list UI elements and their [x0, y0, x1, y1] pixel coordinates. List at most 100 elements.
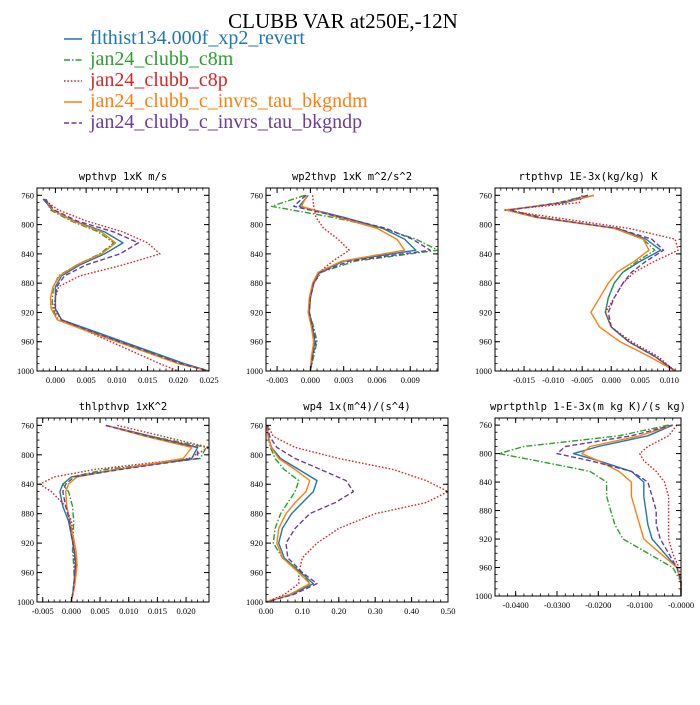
y-tick-label: 800 [479, 449, 492, 459]
series-line [581, 424, 682, 596]
x-tick-label: 0.000 [602, 375, 621, 385]
y-tick-label: 880 [479, 278, 492, 288]
plot-frame [265, 417, 449, 603]
x-tick-label: 0.020 [169, 375, 188, 385]
series-line [43, 198, 210, 372]
y-tick-label: 960 [21, 337, 34, 347]
x-tick-label: -0.003 [266, 375, 288, 385]
x-tick-label: 0.000 [46, 375, 65, 385]
x-tick-label: -0.0400 [503, 600, 529, 610]
figure-title: CLUBB VAR at250E,-12N [228, 9, 458, 33]
x-tick-label: 0.025 [199, 375, 218, 385]
panel-title: rtpthvp 1E-3x(kg/kg) K [518, 171, 658, 183]
panel-title: wprtpthlp 1-E-3x(m kg K)/(s kg) [490, 401, 686, 413]
y-tick-label: 960 [250, 568, 263, 578]
x-tick-label: -0.005 [571, 375, 593, 385]
panel-6: wprtpthlp 1-E-3x(m kg K)/(s kg) 760 800 840… [475, 401, 694, 610]
x-tick-label: 0.10 [295, 606, 310, 616]
y-tick-label: 960 [250, 337, 263, 347]
legend-label: jan24_clubb_c_invrs_tau_bkgndm [89, 90, 368, 112]
y-tick-label: 840 [250, 249, 263, 259]
y-tick-label: 880 [250, 509, 263, 519]
panel-title: wp2thvp 1xK m^2/s^2 [292, 171, 412, 183]
x-tick-label: 0.005 [77, 375, 96, 385]
plot-frame [265, 187, 439, 372]
panel-title: wp4 1x(m^4)/(s^4) [303, 401, 410, 413]
y-tick-label: 1000 [246, 597, 263, 607]
y-tick-label: 800 [21, 450, 34, 460]
x-tick-label: 0.000 [301, 375, 320, 385]
x-tick-label: -0.010 [542, 375, 564, 385]
panel-title: thlpthvp 1xK^2 [79, 401, 168, 413]
y-tick-label: 800 [250, 220, 263, 230]
x-tick-label: 0.006 [367, 375, 386, 385]
y-tick-label: 840 [479, 249, 492, 259]
series-line [503, 195, 679, 372]
x-tick-label: 0.20 [331, 606, 346, 616]
series-line [265, 425, 449, 603]
legend-label: jan24_clubb_c_invrs_tau_bkgndp [89, 111, 362, 133]
x-tick-label: 0.000 [62, 606, 81, 616]
series-line [43, 198, 210, 372]
series-line [300, 194, 406, 372]
x-tick-label: -0.0100 [627, 600, 653, 610]
x-tick-label: 0.50 [441, 606, 456, 616]
y-tick-label: 1000 [246, 366, 263, 376]
y-tick-label: 960 [479, 337, 492, 347]
y-tick-label: 760 [479, 190, 492, 200]
x-tick-label: 0.30 [368, 606, 383, 616]
panel-4: thlpthvp 1xK^2 760 800 840 880 920 960 1000-0.0… [17, 401, 210, 616]
series-line [265, 425, 311, 603]
series-line [498, 424, 682, 596]
series-line [265, 425, 318, 603]
y-tick-label: 760 [21, 190, 34, 200]
y-tick-label: 760 [479, 420, 492, 430]
panel-1: wpthvp 1xK m/s 760 800 840 880 920 960 1000 0.00… [17, 171, 219, 385]
y-tick-label: 1000 [475, 591, 492, 601]
legend-label: flthist134.000f_xp2_revert [90, 27, 305, 49]
y-tick-label: 920 [21, 307, 34, 317]
y-tick-label: 840 [479, 477, 492, 487]
y-tick-label: 960 [479, 563, 492, 573]
series-line [508, 194, 676, 372]
x-tick-label: 0.015 [148, 606, 167, 616]
series-line [293, 194, 431, 372]
y-tick-label: 800 [250, 450, 263, 460]
series-line [42, 198, 210, 372]
y-tick-label: 920 [21, 538, 34, 548]
y-tick-label: 880 [479, 506, 492, 516]
y-tick-label: 880 [21, 509, 34, 519]
series-line [505, 194, 676, 372]
y-tick-label: 920 [479, 307, 492, 317]
y-tick-label: 840 [21, 479, 34, 489]
panel-3: rtpthvp 1E-3x(kg/kg) K 760 800 840 880 920 960… [475, 171, 682, 385]
y-tick-label: 840 [250, 479, 263, 489]
x-tick-label: -0.0000 [668, 600, 694, 610]
x-tick-label: -0.015 [513, 375, 535, 385]
x-tick-label: -0.0300 [544, 600, 570, 610]
y-tick-label: 920 [479, 534, 492, 544]
y-tick-label: 800 [21, 220, 34, 230]
series-line [265, 425, 311, 603]
y-tick-label: 1000 [475, 366, 492, 376]
y-tick-label: 760 [21, 420, 34, 430]
legend: flthist134.000f_xp2_revertjan24_clubb_c8… [64, 27, 368, 133]
series-line [45, 198, 210, 372]
series-line [556, 424, 682, 596]
legend-label: jan24_clubb_c8p [89, 69, 228, 91]
series-line [62, 424, 199, 603]
y-tick-label: 800 [479, 220, 492, 230]
series-line [572, 424, 682, 596]
y-tick-label: 760 [250, 190, 263, 200]
y-tick-label: 920 [250, 538, 263, 548]
y-tick-label: 960 [21, 568, 34, 578]
x-tick-label: 0.020 [177, 606, 196, 616]
series-line [64, 424, 193, 603]
x-tick-label: 0.005 [631, 375, 650, 385]
legend-label: jan24_clubb_c8m [89, 48, 234, 70]
y-tick-label: 880 [250, 278, 263, 288]
plot-frame [494, 417, 682, 597]
panel-2: wp2thvp 1xK m^2/s^2 760 800 840 880 920 960 100… [246, 171, 439, 385]
